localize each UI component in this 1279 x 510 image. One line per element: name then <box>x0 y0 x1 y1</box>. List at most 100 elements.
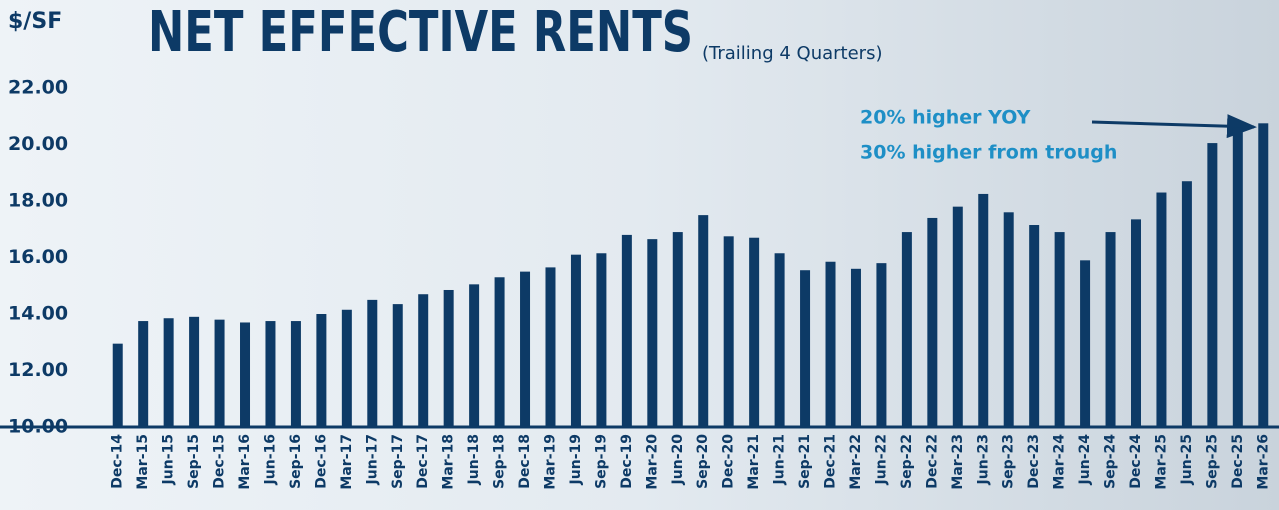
x-tick-label: Mar-21 <box>746 434 762 490</box>
bar <box>647 239 658 427</box>
bar <box>290 321 301 427</box>
x-tick-label: Dec-16 <box>313 434 329 489</box>
x-tick-label: Dec-14 <box>110 434 126 489</box>
bar <box>1105 232 1116 427</box>
bar <box>494 277 505 427</box>
x-tick-label: Mar-16 <box>237 434 253 490</box>
x-tick-label: Dec-23 <box>1026 434 1042 489</box>
x-tick-label: Mar-24 <box>1052 434 1068 490</box>
annotation-arrow <box>1091 114 1257 139</box>
x-tick-label: Mar-17 <box>339 434 355 490</box>
bar <box>570 254 581 427</box>
y-tick-label: 12.00 <box>8 359 68 381</box>
bar <box>825 261 836 427</box>
x-tick-label: Mar-20 <box>644 434 660 490</box>
bar <box>1258 123 1269 427</box>
bar <box>850 268 861 427</box>
x-tick-label: Dec-15 <box>212 434 228 489</box>
x-tick-label: Jun-21 <box>772 434 788 485</box>
bar <box>1207 143 1218 427</box>
bar <box>112 343 123 427</box>
bar <box>392 304 403 427</box>
x-tick-label: Jun-16 <box>262 434 278 485</box>
bar <box>1130 219 1141 427</box>
bar <box>189 316 200 427</box>
x-tick-label: Mar-25 <box>1153 434 1169 490</box>
x-tick-label: Sep-17 <box>390 434 406 489</box>
bar <box>520 271 531 427</box>
bar <box>443 289 454 427</box>
x-tick-label: Dec-17 <box>415 434 431 489</box>
bar <box>1156 192 1167 427</box>
x-tick-label: Jun-22 <box>873 434 889 485</box>
bar <box>800 270 811 427</box>
bar <box>316 314 327 427</box>
x-tick-label: Jun-23 <box>975 434 991 485</box>
y-tick-label: 16.00 <box>8 246 68 268</box>
bar <box>265 321 276 427</box>
x-tick-label: Sep-19 <box>593 434 609 489</box>
x-tick-label: Dec-25 <box>1230 434 1246 489</box>
y-axis-label: $/SF <box>8 9 62 34</box>
bar <box>138 321 149 427</box>
x-tick-label: Jun-17 <box>364 434 380 485</box>
bar <box>240 322 251 427</box>
x-tick-label: Sep-23 <box>1001 434 1017 489</box>
bar <box>1080 260 1091 427</box>
bar <box>418 294 429 427</box>
bar <box>1029 225 1040 427</box>
x-tick-label: Mar-18 <box>441 434 457 490</box>
bar <box>774 253 785 427</box>
bar <box>952 206 963 427</box>
bar <box>621 234 632 427</box>
x-tick-label: Jun-25 <box>1179 434 1195 485</box>
bar <box>163 318 174 427</box>
x-tick-label: Jun-24 <box>1077 434 1093 486</box>
x-tick-label: Mar-15 <box>135 434 151 490</box>
bar <box>927 217 938 427</box>
y-tick-label: 20.00 <box>8 133 68 155</box>
x-tick-label: Jun-19 <box>568 434 584 485</box>
annotation: 20% higher YOY <box>860 107 1031 129</box>
x-tick-label: Sep-15 <box>186 434 202 489</box>
x-tick-label: Mar-22 <box>848 434 864 490</box>
bar <box>901 232 912 427</box>
bar <box>1054 232 1065 427</box>
y-tick-label: 14.00 <box>8 303 68 325</box>
bar <box>749 237 760 427</box>
bar <box>367 299 378 427</box>
x-tick-label: Sep-21 <box>797 434 813 489</box>
x-tick-label: Jun-15 <box>161 434 177 485</box>
x-tick-label: Dec-19 <box>619 434 635 489</box>
bar <box>723 236 734 427</box>
bar <box>469 284 480 427</box>
x-tick-label: Jun-20 <box>670 434 686 486</box>
bar <box>698 215 709 427</box>
x-tick-label: Mar-23 <box>950 434 966 490</box>
x-tick-label: Mar-19 <box>542 434 558 490</box>
x-tick-label: Dec-18 <box>517 434 533 489</box>
x-tick-label: Sep-22 <box>899 434 915 489</box>
y-tick-label: 22.00 <box>8 77 68 99</box>
x-tick-label: Jun-18 <box>466 434 482 485</box>
bar <box>214 319 225 427</box>
bar <box>1003 212 1014 427</box>
bar <box>672 232 683 427</box>
x-tick-label: Sep-16 <box>288 434 304 489</box>
x-tick-label: Dec-22 <box>924 434 940 489</box>
chart-title: NET EFFECTIVE RENTS <box>148 0 693 65</box>
bar <box>1232 127 1243 428</box>
annotation: 30% higher from trough <box>860 142 1117 164</box>
x-tick-label: Sep-25 <box>1204 434 1220 489</box>
bar <box>978 193 989 427</box>
chart-subtitle: (Trailing 4 Quarters) <box>702 43 882 64</box>
x-tick-label: Sep-20 <box>695 434 711 489</box>
bar <box>545 267 556 427</box>
y-tick-label: 18.00 <box>8 190 68 212</box>
bar <box>876 263 887 427</box>
x-tick-label: Sep-24 <box>1103 434 1119 489</box>
bar <box>341 309 352 427</box>
bar <box>596 253 607 427</box>
